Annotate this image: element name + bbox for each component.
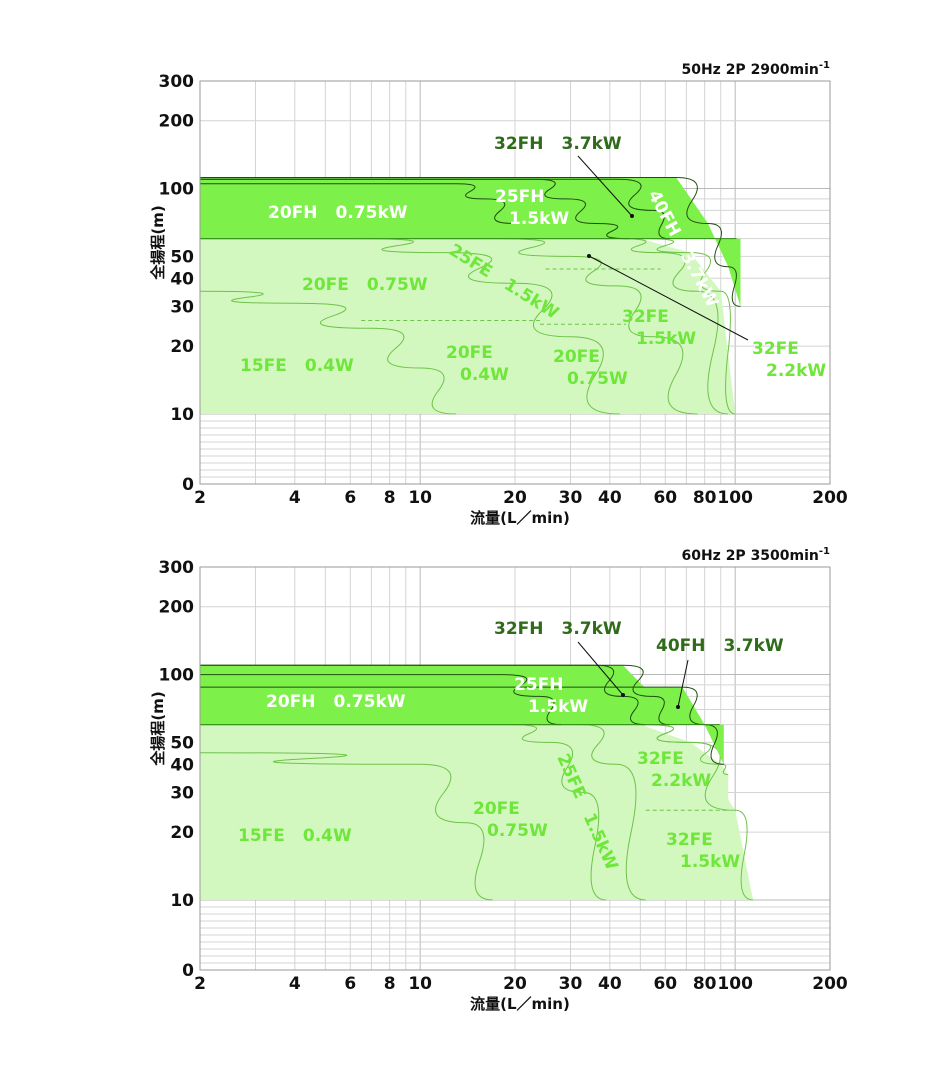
x-tick-label: 8 xyxy=(384,974,396,994)
curve-32fh-3-7kw xyxy=(200,664,670,726)
leader-dot xyxy=(676,705,680,709)
x-tick-label: 4 xyxy=(289,488,301,508)
y-tick-label: 20 xyxy=(170,337,194,357)
y-tick-label: 0 xyxy=(182,475,194,495)
x-tick-label: 60 xyxy=(653,488,677,508)
x-tick-label: 80 xyxy=(693,974,717,994)
region-label-fe15: 15FE 0.4W xyxy=(240,356,354,376)
chart-2: 2 4 6 8 10 20 30 40 60 80 100 200010203040501002003… xyxy=(149,546,848,1013)
region-label-fh20: 20FH 0.75kW xyxy=(266,692,406,712)
region-40fh-3-7kw xyxy=(200,177,741,307)
y-tick-label: 200 xyxy=(159,112,195,132)
region-label-fh25: 25FH 1.5kW xyxy=(495,187,569,229)
x-tick-label: 10 xyxy=(408,974,432,994)
regions xyxy=(199,664,754,901)
x-tick-label: 60 xyxy=(653,974,677,994)
x-tick-label: 2 xyxy=(194,974,206,994)
region-label-fh32: 32FH 3.7kW xyxy=(494,134,622,154)
region-label-fe32b: 32FE 2.2kW xyxy=(752,339,826,381)
y-tick-label: 20 xyxy=(170,823,194,843)
leader-dot xyxy=(630,214,634,218)
x-tick-label: 30 xyxy=(559,488,583,508)
y-tick-label: 40 xyxy=(170,755,194,775)
x-tick-label: 40 xyxy=(598,974,622,994)
y-tick-label: 40 xyxy=(170,269,194,289)
leader-lines xyxy=(577,641,689,709)
region-label-fe32a: 32FE 1.5kW xyxy=(622,307,696,349)
leader-line xyxy=(588,255,749,341)
y-tick-label: 300 xyxy=(159,558,195,578)
y-tick-label: 50 xyxy=(170,247,194,267)
x-tick-label: 6 xyxy=(344,488,356,508)
region-32fe-2-2kw xyxy=(200,724,729,900)
y-tick-label: 30 xyxy=(170,783,194,803)
leader-line xyxy=(677,659,689,708)
y-tick-label: 30 xyxy=(170,297,194,317)
x-tick-label: 40 xyxy=(598,488,622,508)
leader-dot xyxy=(621,693,625,697)
curve-32fh-3-7kw xyxy=(200,178,670,240)
y-tick-label: 300 xyxy=(159,72,195,92)
region-label-fe32a: 32FE 2.2kW xyxy=(637,749,711,791)
curve-15fe-0-4w xyxy=(199,752,493,901)
region-40fh-3-7kw xyxy=(200,687,724,765)
y-tick-label: 10 xyxy=(170,405,194,425)
curve-15fe-0-4w xyxy=(199,290,457,415)
plot-frame xyxy=(199,566,831,971)
region-32fe-2-2kw xyxy=(200,238,736,414)
chart-1: 2 4 6 8 10 20 30 40 60 80 100 200010203040501002003… xyxy=(149,60,848,527)
curve-40fh-3-7kw xyxy=(199,686,724,765)
x-axis-label: 流量(L／min) xyxy=(470,509,570,527)
x-tick-label: 4 xyxy=(289,974,301,994)
x-tick-label: 6 xyxy=(344,974,356,994)
curve-40fh-3-7kw xyxy=(200,176,741,307)
leader-line xyxy=(577,155,633,217)
x-tick-label: 20 xyxy=(503,488,527,508)
condition-label: 60Hz 2P 3500min-1 xyxy=(681,546,830,564)
x-tick-label: 8 xyxy=(384,488,396,508)
curve-20fh-0-75kw xyxy=(200,183,516,224)
plot-frame xyxy=(199,80,831,485)
region-label-fe20: 20FE 0.75W xyxy=(473,799,548,841)
x-tick-label: 80 xyxy=(693,488,717,508)
region-label-fe32b: 32FE 1.5kW xyxy=(666,830,740,872)
y-tick-label: 50 xyxy=(170,733,194,753)
x-tick-label: 20 xyxy=(503,974,527,994)
region-label-fh25: 25FH 1.5kW xyxy=(514,675,588,717)
y-tick-label: 100 xyxy=(159,666,195,686)
x-tick-label: 100 xyxy=(717,488,753,508)
y-tick-label: 200 xyxy=(159,598,195,618)
y-axis-label: 全揚程(m) xyxy=(149,205,167,280)
region-label-fh20: 20FH 0.75kW xyxy=(268,203,408,223)
y-tick-label: 10 xyxy=(170,891,194,911)
region-label-fh32: 32FH 3.7kW xyxy=(494,619,622,639)
region-label-fe20b: 20FE 0.4W xyxy=(446,343,509,385)
x-tick-label: 200 xyxy=(812,974,848,994)
leader-dot xyxy=(587,254,591,258)
y-axis-label: 全揚程(m) xyxy=(149,691,167,766)
y-tick-label: 100 xyxy=(159,180,195,200)
x-axis-label: 流量(L／min) xyxy=(470,995,570,1013)
regions xyxy=(199,176,741,415)
leader-line xyxy=(577,641,624,696)
x-tick-label: 10 xyxy=(408,488,432,508)
x-tick-label: 2 xyxy=(194,488,206,508)
x-ticks: 2 4 6 8 10 20 30 40 60 80 100 200 xyxy=(194,488,848,508)
x-tick-label: 30 xyxy=(559,974,583,994)
curve-20fh-0-75kw xyxy=(199,674,562,726)
y-tick-label: 0 xyxy=(182,961,194,981)
leader-lines xyxy=(577,155,749,341)
condition-label: 50Hz 2P 2900min-1 xyxy=(681,60,830,78)
x-ticks: 2 4 6 8 10 20 30 40 60 80 100 200 xyxy=(194,974,848,994)
region-label-fe20a: 20FE 0.75W xyxy=(302,275,428,295)
region-label-fe20c: 20FE 0.75W xyxy=(553,347,628,389)
x-tick-label: 100 xyxy=(717,974,753,994)
region-label-fe15: 15FE 0.4W xyxy=(238,826,352,846)
x-tick-label: 200 xyxy=(812,488,848,508)
